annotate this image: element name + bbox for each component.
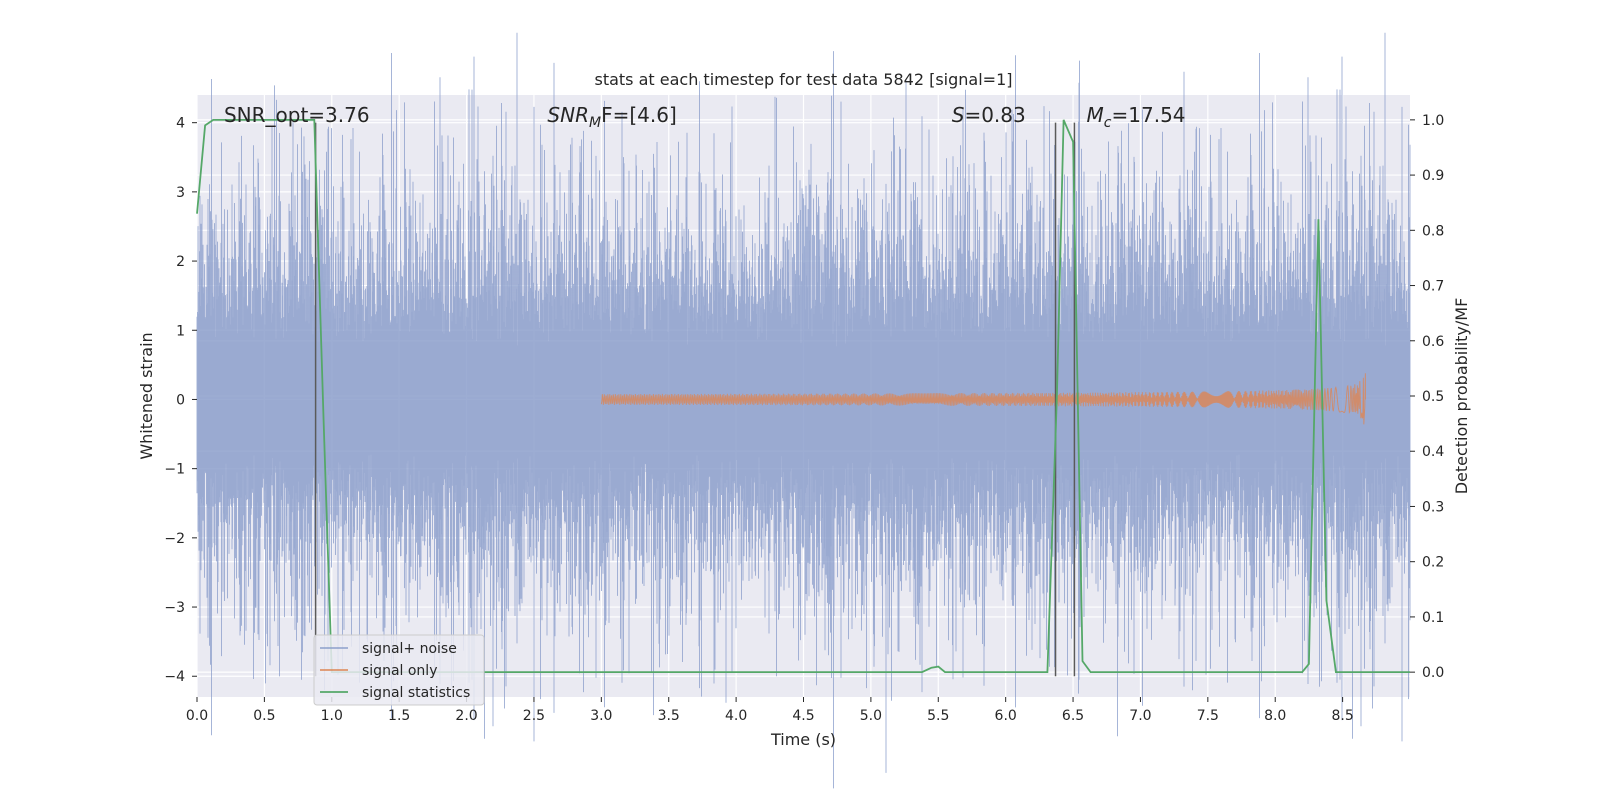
x-tick-label: 6.0 <box>995 708 1017 724</box>
annotation: SNR_opt=3.76 <box>224 103 370 127</box>
y-right-tick-label: 0.8 <box>1422 223 1444 239</box>
x-tick-label: 3.0 <box>590 708 612 724</box>
y-right-axis-ticks: 1.0 0.9 0.8 0.7 0.6 0.5 0.4 0.3 0.2 0.1 0.0 <box>1410 113 1444 681</box>
y-axis-ticks: 4 3 2 1 0 −1 −2 −3 −4 <box>164 116 197 685</box>
x-tick-label: 8.0 <box>1264 708 1286 724</box>
y-right-tick-label: 0.4 <box>1422 444 1444 460</box>
y-tick-label: 3 <box>176 185 185 201</box>
annotation: Mc=17.54 <box>1087 103 1186 131</box>
x-tick-label: 8.5 <box>1331 708 1353 724</box>
y-right-tick-label: 0.5 <box>1422 389 1444 405</box>
y-axis-label: Whitened strain <box>137 332 156 459</box>
y-right-tick-label: 0.2 <box>1422 555 1444 571</box>
x-tick-label: 5.5 <box>927 708 949 724</box>
y-tick-label: −2 <box>164 531 185 547</box>
x-tick-label: 5.0 <box>860 708 882 724</box>
x-tick-label: 3.5 <box>658 708 680 724</box>
x-tick-label: 1.0 <box>321 708 343 724</box>
y-tick-label: 0 <box>176 392 185 408</box>
legend-label-signal-noise: signal+ noise <box>362 641 457 657</box>
noise-trace <box>196 32 1411 789</box>
x-tick-label: 4.5 <box>792 708 814 724</box>
chirp-trace <box>600 373 1366 425</box>
x-axis-ticks: 0.0 0.5 1.0 1.5 2.0 2.5 3.0 3.5 4.0 4.5 5.0 5.5 6.0 6… <box>186 697 1354 724</box>
legend-box <box>313 634 485 706</box>
y-right-tick-label: 1.0 <box>1422 113 1444 129</box>
x-tick-label: 1.5 <box>388 708 410 724</box>
y-tick-label: −3 <box>164 600 185 616</box>
y-tick-label: −1 <box>164 462 185 478</box>
x-tick-label: 6.5 <box>1062 708 1084 724</box>
y-right-tick-label: 0.3 <box>1422 499 1444 515</box>
y-tick-label: 2 <box>176 254 185 270</box>
annotation: SNRMF=[4.6] <box>547 103 676 131</box>
y-tick-label: 4 <box>176 116 185 132</box>
x-tick-label: 2.0 <box>455 708 477 724</box>
y-right-tick-label: 0.1 <box>1422 610 1444 626</box>
y-right-tick-label: 0.0 <box>1422 665 1444 681</box>
y-right-axis-label: Detection probability/MF <box>1452 298 1471 495</box>
legend: signal+ noise signal only signal statist… <box>313 634 485 706</box>
series-signal-only <box>600 373 1366 425</box>
y-tick-label: 1 <box>176 323 185 339</box>
x-tick-label: 0.0 <box>186 708 208 724</box>
x-tick-label: 7.5 <box>1197 708 1219 724</box>
series-signal-noise <box>196 32 1411 789</box>
x-axis-label: Time (s) <box>770 730 836 749</box>
series-signal-statistics <box>196 119 1410 673</box>
y-right-tick-label: 0.7 <box>1422 279 1444 295</box>
x-tick-label: 2.5 <box>523 708 545 724</box>
legend-label-signal-only: signal only <box>362 663 437 679</box>
annotation: S=0.83 <box>952 103 1026 127</box>
annotations: SNR_opt=3.76 SNRMF=[4.6] S=0.83 Mc=17.54 <box>224 103 1186 131</box>
chart-title: stats at each timestep for test data 584… <box>594 70 1012 89</box>
x-tick-label: 4.0 <box>725 708 747 724</box>
y-right-tick-label: 0.9 <box>1422 168 1444 184</box>
legend-label-signal-statistics: signal statistics <box>362 685 470 701</box>
statistics-line <box>196 119 1410 673</box>
y-right-tick-label: 0.6 <box>1422 334 1444 350</box>
x-tick-label: 7.0 <box>1129 708 1151 724</box>
y-tick-label: −4 <box>164 669 185 685</box>
x-tick-label: 0.5 <box>253 708 275 724</box>
